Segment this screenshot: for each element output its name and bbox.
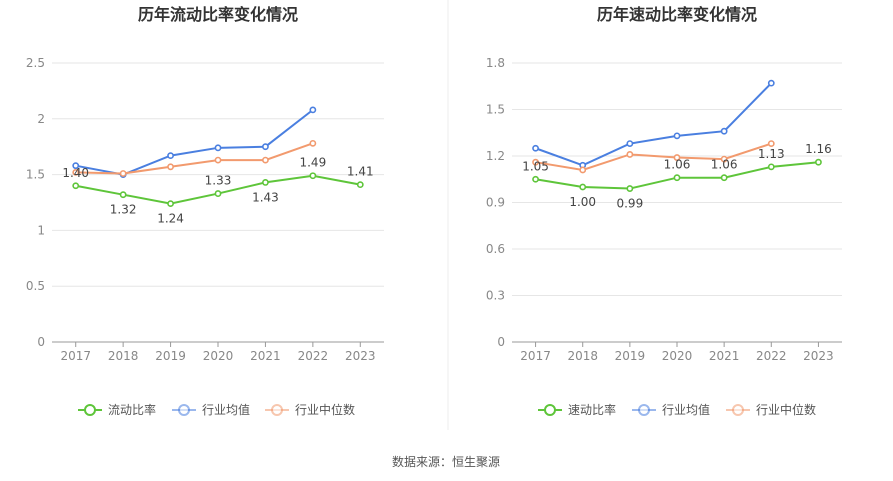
- data-point: [72, 162, 80, 170]
- series-line: [535, 142, 772, 171]
- data-label: 1.49: [299, 156, 326, 170]
- data-point: [673, 132, 681, 140]
- data-label: 1.33: [205, 174, 232, 188]
- x-tick-label: 2019: [155, 349, 186, 363]
- data-point: [214, 190, 222, 197]
- y-tick-label: 0.3: [486, 289, 505, 303]
- x-tick-label: 2022: [756, 349, 787, 363]
- data-point: [767, 140, 775, 147]
- y-tick-label: 2.5: [26, 56, 45, 70]
- x-tick-label: 2018: [108, 349, 139, 363]
- data-point: [626, 140, 634, 147]
- data-point: [356, 181, 364, 189]
- data-point: [214, 156, 222, 164]
- data-point: [119, 191, 127, 199]
- data-label: 1.13: [758, 147, 785, 161]
- data-point: [167, 163, 174, 171]
- data-point: [673, 174, 681, 182]
- data-label: 1.24: [157, 212, 184, 226]
- x-tick-label: 2021: [709, 349, 740, 363]
- x-tick-label: 2021: [250, 349, 281, 363]
- data-label: 1.41: [347, 165, 374, 179]
- current-ratio-chart: 历年流动比率变化情况 0 0.5 1 1.5 2 2.5 2017 2018 2019 2020 20…: [26, 5, 384, 417]
- y-tick-label: 0: [497, 335, 505, 349]
- data-point: [720, 174, 728, 182]
- data-point: [309, 139, 317, 147]
- x-tick-label: 2023: [803, 349, 834, 363]
- data-point: [626, 185, 634, 192]
- data-point: [167, 200, 174, 208]
- data-point: [262, 179, 269, 186]
- data-label: 1.32: [110, 203, 137, 217]
- y-tick-label: 0.6: [486, 242, 505, 256]
- data-point: [579, 183, 587, 191]
- y-tick-label: 1.5: [26, 168, 45, 182]
- quick-ratio-chart: 历年速动比率变化情况 0 0.3 0.6 0.9 1.2 1.5 1.8 2017 2018 201…: [486, 5, 842, 417]
- source-note: 数据来源：恒生聚源: [392, 454, 500, 469]
- series-line: [75, 142, 314, 175]
- series-line: [75, 109, 314, 176]
- data-point: [767, 79, 775, 87]
- data-label: 1.43: [252, 190, 279, 204]
- y-tick-label: 1.5: [486, 103, 505, 117]
- legend-label: 行业均值: [202, 402, 250, 417]
- data-point: [72, 168, 80, 176]
- x-tick-label: 2017: [520, 349, 551, 363]
- y-tick-label: 0.9: [486, 196, 505, 210]
- x-tick-label: 2022: [298, 349, 329, 363]
- y-tick-label: 1: [37, 223, 45, 237]
- data-point: [673, 154, 681, 161]
- data-label: 0.99: [616, 197, 643, 211]
- data-point: [767, 163, 775, 171]
- legend-marker: [84, 404, 96, 416]
- y-tick-label: 1.2: [486, 149, 505, 163]
- data-point: [72, 182, 80, 190]
- legend-marker: [544, 404, 556, 416]
- data-label: 1.05: [522, 159, 549, 173]
- data-point: [309, 172, 317, 180]
- data-point: [720, 155, 728, 163]
- data-point: [262, 156, 269, 164]
- legend-label: 行业均值: [662, 402, 710, 417]
- data-point: [119, 170, 127, 177]
- data-point: [626, 151, 634, 158]
- legend-marker: [638, 404, 650, 416]
- data-label: 1.16: [805, 142, 832, 156]
- data-label: 1.00: [569, 195, 596, 209]
- data-point: [309, 106, 317, 114]
- legend-marker: [271, 404, 283, 416]
- legend-label: 速动比率: [568, 402, 616, 417]
- x-tick-label: 2020: [203, 349, 234, 363]
- y-tick-label: 2: [37, 112, 45, 126]
- series-line: [535, 82, 772, 167]
- data-point: [532, 175, 539, 183]
- data-label: 1.06: [664, 158, 691, 172]
- legend-label: 流动比率: [108, 402, 156, 417]
- x-tick-label: 2017: [60, 349, 91, 363]
- x-tick-label: 2023: [345, 349, 376, 363]
- y-tick-label: 1.8: [486, 56, 505, 70]
- chart-title: 历年速动比率变化情况: [597, 5, 757, 24]
- data-point: [167, 152, 174, 160]
- legend-label: 行业中位数: [295, 402, 355, 417]
- legend-marker: [178, 404, 190, 416]
- data-point: [720, 127, 728, 135]
- y-tick-label: 0.5: [26, 279, 45, 293]
- chart-title: 历年流动比率变化情况: [138, 5, 298, 24]
- legend-label: 行业中位数: [756, 402, 816, 417]
- data-point: [214, 144, 222, 152]
- data-point: [532, 144, 539, 152]
- data-point: [532, 158, 539, 166]
- data-point: [262, 143, 269, 151]
- x-tick-label: 2020: [662, 349, 693, 363]
- y-tick-label: 0: [37, 335, 45, 349]
- data-label: 1.40: [62, 166, 89, 180]
- data-point: [815, 158, 822, 166]
- data-point: [579, 166, 587, 174]
- data-label: 1.06: [711, 158, 738, 172]
- x-tick-label: 2018: [567, 349, 598, 363]
- legend-marker: [732, 404, 744, 416]
- x-tick-label: 2019: [615, 349, 646, 363]
